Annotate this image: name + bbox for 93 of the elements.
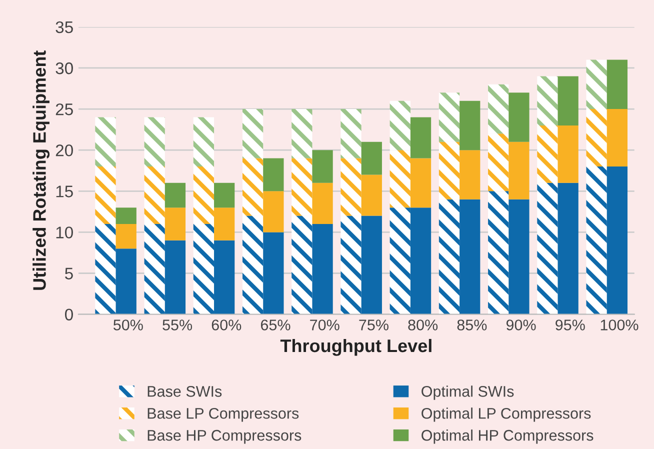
bar	[460, 100, 480, 150]
bar	[460, 199, 480, 314]
bar	[95, 117, 116, 167]
legend-label: Optimal SWIs	[422, 386, 514, 400]
bar	[508, 92, 530, 142]
bar	[361, 174, 382, 216]
bar	[410, 117, 432, 158]
bar	[292, 216, 312, 314]
bar	[558, 182, 578, 314]
bar	[537, 125, 558, 183]
bar	[460, 150, 480, 200]
y-tick-label: 0	[65, 308, 73, 321]
bar	[537, 182, 558, 314]
bar	[193, 117, 214, 167]
bar	[361, 216, 382, 314]
bar	[164, 240, 186, 314]
bar	[558, 125, 578, 183]
bar	[144, 224, 165, 314]
bar	[193, 224, 214, 314]
bar	[340, 109, 362, 158]
bar	[438, 92, 460, 142]
legend-label: Optimal HP Compressors	[422, 430, 594, 444]
legend-label: Optimal LP Compressors	[422, 408, 591, 422]
bar	[312, 150, 333, 183]
bar	[193, 166, 214, 224]
y-tick-label: 15	[56, 186, 73, 198]
bar	[488, 84, 509, 134]
bar	[410, 208, 432, 314]
x-axis-title: Throughput Level	[280, 338, 432, 356]
bar	[263, 191, 284, 232]
bar	[242, 109, 264, 158]
bar	[214, 182, 235, 208]
y-tick-label: 35	[56, 21, 73, 34]
bar	[164, 208, 186, 240]
bar	[438, 199, 460, 314]
bar	[144, 166, 165, 224]
bar	[263, 232, 284, 314]
bar	[438, 142, 460, 200]
bar	[144, 117, 165, 167]
y-axis-title: Utilized Rotating Equipment	[32, 50, 50, 290]
bar	[606, 166, 628, 314]
bar	[340, 216, 362, 314]
bar	[390, 150, 410, 208]
legend-label: Base HP Compressors	[148, 430, 302, 444]
bar	[606, 109, 628, 167]
x-tick-label: 55%	[162, 320, 192, 330]
bar	[214, 240, 235, 314]
bar	[312, 182, 333, 224]
bar	[508, 199, 530, 314]
bar	[586, 166, 607, 314]
bar	[410, 158, 432, 208]
bar	[340, 158, 362, 216]
bar	[558, 76, 578, 126]
bar	[586, 109, 607, 167]
bar	[242, 158, 264, 216]
bar	[95, 166, 116, 224]
y-tick-label: 5	[65, 268, 73, 280]
bar	[164, 182, 186, 208]
bar	[116, 224, 136, 249]
legend-label: Base SWIs	[148, 386, 222, 397]
bar	[361, 142, 382, 175]
x-tick-label: 50%	[114, 320, 143, 330]
x-tick-label: 75%	[359, 320, 388, 330]
bar	[390, 208, 410, 314]
x-tick-label: 85%	[457, 320, 487, 330]
y-tick-label: 10	[56, 226, 73, 238]
bar	[508, 142, 530, 200]
bar	[606, 60, 628, 110]
bar	[116, 208, 136, 224]
bar	[312, 224, 333, 314]
x-tick-label: 100%	[600, 320, 638, 330]
bar	[292, 158, 312, 216]
x-tick-label: 65%	[260, 320, 290, 330]
x-tick-label: 60%	[212, 320, 242, 330]
bar	[292, 109, 312, 158]
bar	[116, 248, 136, 314]
x-tick-label: 90%	[506, 320, 536, 330]
bar	[488, 191, 509, 314]
bar	[214, 208, 235, 240]
y-tick-label: 30	[56, 62, 73, 74]
x-tick-label: 80%	[408, 320, 438, 330]
bar	[263, 158, 284, 192]
legend-label: Base LP Compressors	[148, 408, 299, 422]
bar	[488, 134, 509, 192]
x-tick-label: 70%	[310, 320, 340, 330]
bar	[95, 224, 116, 314]
bar	[586, 60, 607, 110]
y-tick-label: 20	[56, 144, 73, 156]
bar	[242, 216, 264, 314]
y-tick-label: 25	[56, 103, 73, 116]
bar	[390, 100, 410, 150]
x-tick-label: 95%	[556, 320, 585, 330]
bar	[537, 76, 558, 126]
